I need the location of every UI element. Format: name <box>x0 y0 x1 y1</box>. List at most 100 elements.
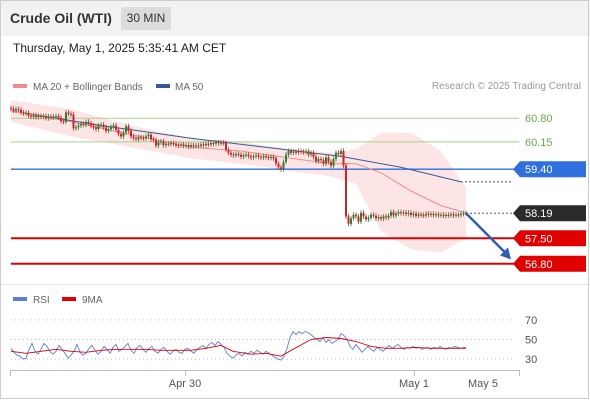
level-label-60.15: 60.15 <box>525 137 553 149</box>
candle-bearish <box>320 159 322 161</box>
candle-bearish <box>17 109 20 111</box>
candle-bearish <box>207 143 210 145</box>
candle-bearish <box>415 213 417 216</box>
candle-bearish <box>257 155 260 157</box>
candle-bearish <box>62 121 65 123</box>
candle-bullish <box>450 214 452 216</box>
candle-bearish <box>280 167 282 170</box>
candle-bullish <box>455 214 457 216</box>
candle-bullish <box>185 145 187 147</box>
support-level-label: 56.80 <box>525 259 553 271</box>
candle-bullish <box>395 213 397 216</box>
candle-bullish <box>335 152 337 159</box>
candle-bearish <box>202 144 205 146</box>
candle-bullish <box>55 116 57 117</box>
candle-bearish <box>175 143 177 146</box>
instrument-title: Crude Oil (WTI) <box>10 10 112 26</box>
candle-bullish <box>377 217 380 219</box>
rsi-tick-label: 70 <box>525 315 537 327</box>
candle-bullish <box>340 151 342 154</box>
candle-bearish <box>265 156 267 158</box>
candle-bearish <box>167 143 170 145</box>
last-price-label: 58.19 <box>525 208 553 220</box>
candle-bearish <box>420 214 422 216</box>
interval-selector[interactable]: 30 MIN <box>121 7 171 30</box>
candle-bearish <box>357 216 360 222</box>
candle-bearish <box>67 112 70 114</box>
candle-bearish <box>217 142 220 144</box>
candle-bearish <box>105 127 107 131</box>
chart-header: Crude Oil (WTI) 30 MIN <box>0 0 590 36</box>
candle-bearish <box>432 213 435 215</box>
candle-bearish <box>50 116 52 118</box>
candle-bearish <box>347 216 350 224</box>
candle-bearish <box>152 139 155 141</box>
candle-bearish <box>20 109 22 113</box>
candle-bearish <box>155 140 157 146</box>
candle-bullish <box>122 132 125 137</box>
candle-bullish <box>147 134 150 137</box>
candle-bearish <box>177 145 180 147</box>
rsi-ma-legend-swatch <box>62 297 76 301</box>
candle-bearish <box>92 125 95 128</box>
rsi-legend-swatch <box>13 297 27 301</box>
candle-bearish <box>422 215 425 216</box>
candle-bullish <box>97 125 100 130</box>
candle-bullish <box>160 141 162 143</box>
candle-bearish <box>315 156 317 162</box>
candle-bullish <box>460 213 462 215</box>
candle-bullish <box>210 143 212 145</box>
candle-bearish <box>322 160 325 164</box>
candle-bearish <box>392 212 395 216</box>
candle-bearish <box>307 151 310 155</box>
pivot-level-tag <box>513 161 586 178</box>
candle-bearish <box>130 130 132 137</box>
chart-timestamp: Thursday, May 1, 2025 5:35:41 AM CET <box>13 41 227 55</box>
candle-bearish <box>192 145 195 147</box>
candle-bullish <box>85 121 87 125</box>
candle-bullish <box>165 143 167 146</box>
rsi-ma-legend-label: 9MA <box>82 295 103 306</box>
support-level-label: 57.50 <box>525 233 553 245</box>
bollinger-band-area <box>11 100 466 253</box>
candle-bullish <box>350 218 352 224</box>
candle-bullish <box>107 129 110 131</box>
candle-bullish <box>332 159 335 166</box>
candle-bearish <box>10 108 12 109</box>
candle-bullish <box>65 112 67 122</box>
last-price-tag <box>513 205 586 222</box>
candle-bearish <box>197 145 200 147</box>
rsi-legend-label: RSI <box>33 295 50 306</box>
candle-bullish <box>262 156 265 158</box>
candle-bullish <box>112 125 115 127</box>
candle-bearish <box>372 214 375 216</box>
candle-bearish <box>227 149 230 153</box>
candle-bullish <box>387 215 390 218</box>
candle-bullish <box>317 159 320 162</box>
candle-bearish <box>260 156 262 158</box>
candle-bearish <box>442 214 445 216</box>
candle-bullish <box>190 145 192 147</box>
candle-bearish <box>127 126 130 131</box>
candle-bearish <box>72 114 75 129</box>
candle-bearish <box>410 212 412 215</box>
candle-bearish <box>300 151 302 152</box>
candle-bearish <box>230 152 232 155</box>
candle-bearish <box>247 154 250 157</box>
candle-bearish <box>290 151 292 153</box>
level-label-60.80: 60.80 <box>525 113 553 125</box>
candle-bearish <box>82 123 85 125</box>
candle-bullish <box>430 213 432 215</box>
candle-bearish <box>330 161 332 166</box>
rsi-tick-label: 50 <box>525 335 537 347</box>
candle-bullish <box>180 144 182 146</box>
candle-bullish <box>255 155 257 157</box>
candle-bearish <box>12 108 15 111</box>
candle-bearish <box>327 157 330 162</box>
candle-bullish <box>37 116 40 118</box>
candle-bullish <box>42 116 45 117</box>
candle-bullish <box>462 213 465 215</box>
candle-bullish <box>125 126 127 133</box>
candle-bullish <box>25 112 27 114</box>
